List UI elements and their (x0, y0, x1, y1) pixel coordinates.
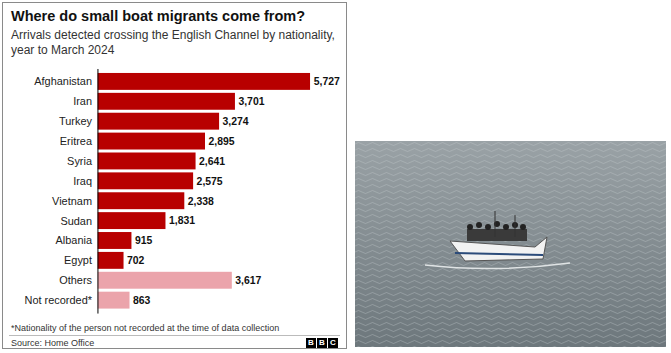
svg-text:702: 702 (127, 255, 145, 266)
svg-text:3,617: 3,617 (235, 275, 261, 286)
html-text:*Nationality of the person not: *Nationality of the person not recorded … (11, 323, 280, 333)
svg-text:Albania: Albania (56, 234, 93, 246)
svg-text:2,575: 2,575 (197, 176, 223, 187)
svg-text:3,701: 3,701 (238, 96, 264, 107)
svg-text:863: 863 (133, 295, 151, 306)
svg-text:Vietnam: Vietnam (52, 195, 92, 207)
svg-text:Not recorded*: Not recorded* (25, 294, 93, 306)
svg-text:Iraq: Iraq (73, 175, 92, 187)
svg-text:1,831: 1,831 (169, 215, 195, 226)
svg-text:915: 915 (135, 235, 153, 246)
svg-text:Sudan: Sudan (60, 215, 92, 227)
svg-text:5,727: 5,727 (314, 76, 340, 87)
svg-text:Iran: Iran (73, 95, 92, 107)
svg-text:Syria: Syria (67, 155, 93, 167)
html-text:B: B (319, 338, 325, 347)
html-text:B: B (308, 338, 314, 347)
svg-text:Turkey: Turkey (59, 115, 93, 127)
html-text:Source: Home Office: Source: Home Office (11, 338, 95, 348)
html-text:Arrivals detected crossing the: Arrivals detected crossing the English C… (11, 28, 335, 57)
svg-text:Egypt: Egypt (64, 254, 92, 266)
svg-text:2,641: 2,641 (199, 156, 225, 167)
svg-text:Eritrea: Eritrea (60, 135, 93, 147)
svg-text:3,274: 3,274 (223, 116, 249, 127)
html-text:Where do small boat migrants c: Where do small boat migrants come from? (11, 8, 306, 24)
svg-text:2,895: 2,895 (208, 136, 234, 147)
svg-text:2,338: 2,338 (188, 196, 214, 207)
html-text:C: C (330, 338, 336, 347)
svg-text:Others: Others (59, 274, 92, 286)
svg-text:Afghanistan: Afghanistan (34, 75, 92, 87)
